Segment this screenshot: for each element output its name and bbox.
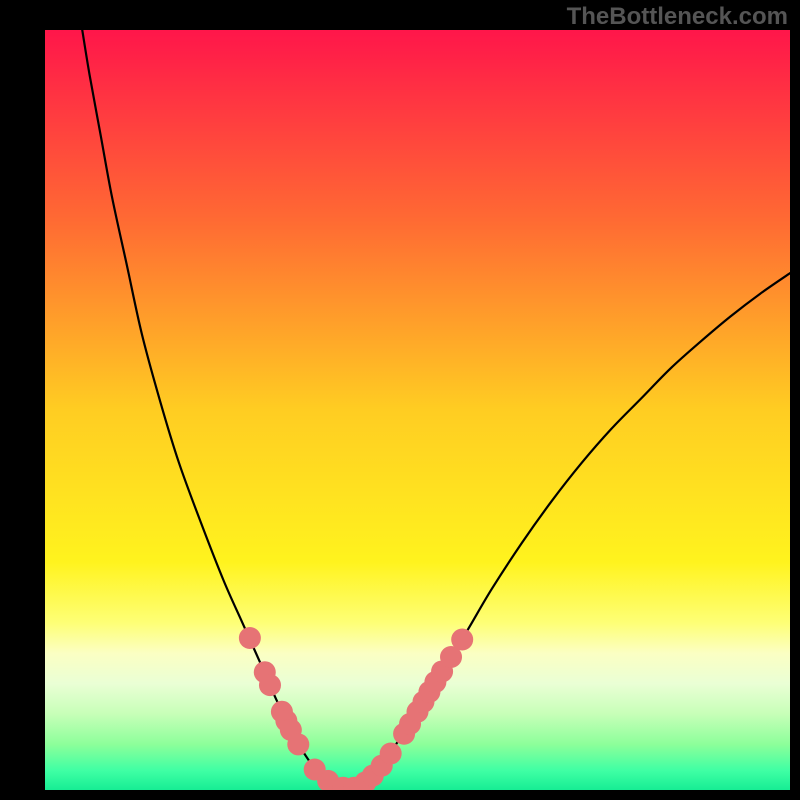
data-marker <box>239 627 261 649</box>
data-marker <box>380 743 402 765</box>
data-marker <box>287 733 309 755</box>
data-marker <box>451 629 473 651</box>
watermark-text: TheBottleneck.com <box>567 3 788 31</box>
data-marker <box>259 674 281 696</box>
chart-svg <box>45 30 790 790</box>
chart-plot-area <box>45 30 790 790</box>
gradient-background <box>45 30 790 790</box>
